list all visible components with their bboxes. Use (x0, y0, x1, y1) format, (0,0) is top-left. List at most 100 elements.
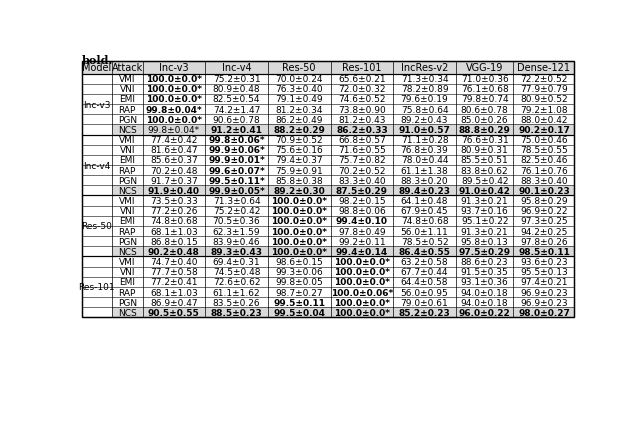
Text: Inc-v4: Inc-v4 (83, 161, 111, 170)
Bar (268, 216, 330, 227)
Text: 85.2±0.23: 85.2±0.23 (399, 308, 451, 317)
Bar (205, 206, 268, 216)
Text: 83.5±0.26: 83.5±0.26 (212, 298, 260, 307)
Text: 82.5±0.54: 82.5±0.54 (212, 95, 260, 104)
Bar (205, 115, 268, 125)
Bar (143, 267, 205, 277)
Text: 85.5±0.51: 85.5±0.51 (461, 156, 509, 165)
Bar (268, 166, 330, 176)
Text: 78.5±0.52: 78.5±0.52 (401, 237, 449, 246)
Bar (205, 176, 268, 186)
Bar (112, 155, 143, 166)
Bar (393, 206, 456, 216)
Text: 65.6±0.21: 65.6±0.21 (338, 75, 386, 84)
Text: RAP: RAP (118, 105, 136, 114)
Bar (205, 166, 268, 176)
Bar (330, 95, 393, 105)
Text: 98.6±0.15: 98.6±0.15 (275, 257, 323, 266)
Text: VNI: VNI (120, 85, 135, 94)
Text: VMI: VMI (119, 197, 136, 206)
Bar (330, 308, 393, 318)
Text: 97.4±0.21: 97.4±0.21 (520, 278, 568, 287)
Text: 98.5±0.11: 98.5±0.11 (518, 247, 570, 256)
Bar (513, 196, 575, 206)
Text: 75.9±0.91: 75.9±0.91 (275, 166, 323, 175)
Bar (143, 74, 205, 85)
Bar (112, 277, 143, 287)
Bar (393, 105, 456, 115)
Bar (143, 257, 205, 267)
Text: Model: Model (82, 63, 111, 73)
Text: RAP: RAP (118, 227, 136, 236)
Text: Inc-v3: Inc-v3 (159, 63, 189, 73)
Text: NCS: NCS (118, 308, 137, 317)
Text: 100.0±0.0*: 100.0±0.0* (146, 95, 202, 104)
Text: 68.1±1.03: 68.1±1.03 (150, 288, 198, 297)
Text: 63.2±0.58: 63.2±0.58 (401, 257, 449, 266)
Text: Inc-v3: Inc-v3 (83, 100, 111, 109)
Text: 70.5±0.36: 70.5±0.36 (212, 217, 260, 226)
Bar (268, 155, 330, 166)
Text: 98.8±0.06: 98.8±0.06 (338, 207, 386, 216)
Text: 91.9±0.40: 91.9±0.40 (148, 187, 200, 195)
Bar (268, 176, 330, 186)
Text: 93.7±0.16: 93.7±0.16 (461, 207, 509, 216)
Bar (205, 297, 268, 308)
Text: 73.8±0.90: 73.8±0.90 (338, 105, 386, 114)
Bar (456, 227, 513, 237)
Text: PGN: PGN (118, 176, 137, 185)
Bar (112, 216, 143, 227)
Text: EMI: EMI (119, 278, 135, 287)
Text: 75.0±0.46: 75.0±0.46 (520, 136, 568, 145)
Text: 71.3±0.64: 71.3±0.64 (212, 197, 260, 206)
Text: 95.8±0.29: 95.8±0.29 (520, 197, 568, 206)
Bar (205, 85, 268, 95)
Bar (393, 125, 456, 135)
Bar (81, 74, 112, 135)
Text: 86.9±0.47: 86.9±0.47 (150, 298, 198, 307)
Bar (330, 85, 393, 95)
Text: 90.5±0.55: 90.5±0.55 (148, 308, 200, 317)
Bar (143, 85, 205, 95)
Bar (330, 267, 393, 277)
Bar (205, 247, 268, 257)
Text: Res-50: Res-50 (81, 222, 112, 231)
Bar (513, 216, 575, 227)
Text: 70.2±0.52: 70.2±0.52 (338, 166, 386, 175)
Text: 64.1±0.48: 64.1±0.48 (401, 197, 448, 206)
Bar (268, 145, 330, 155)
Bar (330, 125, 393, 135)
Text: 88.2±0.29: 88.2±0.29 (273, 125, 325, 135)
Bar (268, 227, 330, 237)
Text: EMI: EMI (119, 217, 135, 226)
Text: 72.0±0.32: 72.0±0.32 (338, 85, 386, 94)
Text: 74.6±0.52: 74.6±0.52 (338, 95, 386, 104)
Bar (205, 237, 268, 247)
Text: 80.6±0.78: 80.6±0.78 (461, 105, 509, 114)
Bar (205, 287, 268, 297)
Bar (393, 186, 456, 196)
Bar (456, 155, 513, 166)
Text: 70.2±0.48: 70.2±0.48 (150, 166, 198, 175)
Text: 61.1±1.38: 61.1±1.38 (401, 166, 449, 175)
Text: 71.6±0.55: 71.6±0.55 (338, 146, 386, 155)
Text: 74.5±0.48: 74.5±0.48 (212, 268, 260, 276)
Text: 100.0±0.0*: 100.0±0.0* (271, 217, 327, 226)
Text: 98.0±0.27: 98.0±0.27 (518, 308, 570, 317)
Text: RAP: RAP (118, 288, 136, 297)
Bar (268, 247, 330, 257)
Bar (330, 257, 393, 267)
Bar (112, 196, 143, 206)
Bar (456, 216, 513, 227)
Text: 85.6±0.37: 85.6±0.37 (150, 156, 198, 165)
Text: 81.2±0.34: 81.2±0.34 (275, 105, 323, 114)
Text: 91.2±0.41: 91.2±0.41 (211, 125, 262, 135)
Text: 81.6±0.47: 81.6±0.47 (150, 146, 198, 155)
Bar (393, 62, 456, 74)
Text: 78.2±0.89: 78.2±0.89 (401, 85, 449, 94)
Bar (513, 85, 575, 95)
Text: 70.0±0.24: 70.0±0.24 (275, 75, 323, 84)
Text: 91.0±0.57: 91.0±0.57 (399, 125, 451, 135)
Text: VMI: VMI (119, 75, 136, 84)
Text: 76.6±0.31: 76.6±0.31 (461, 136, 509, 145)
